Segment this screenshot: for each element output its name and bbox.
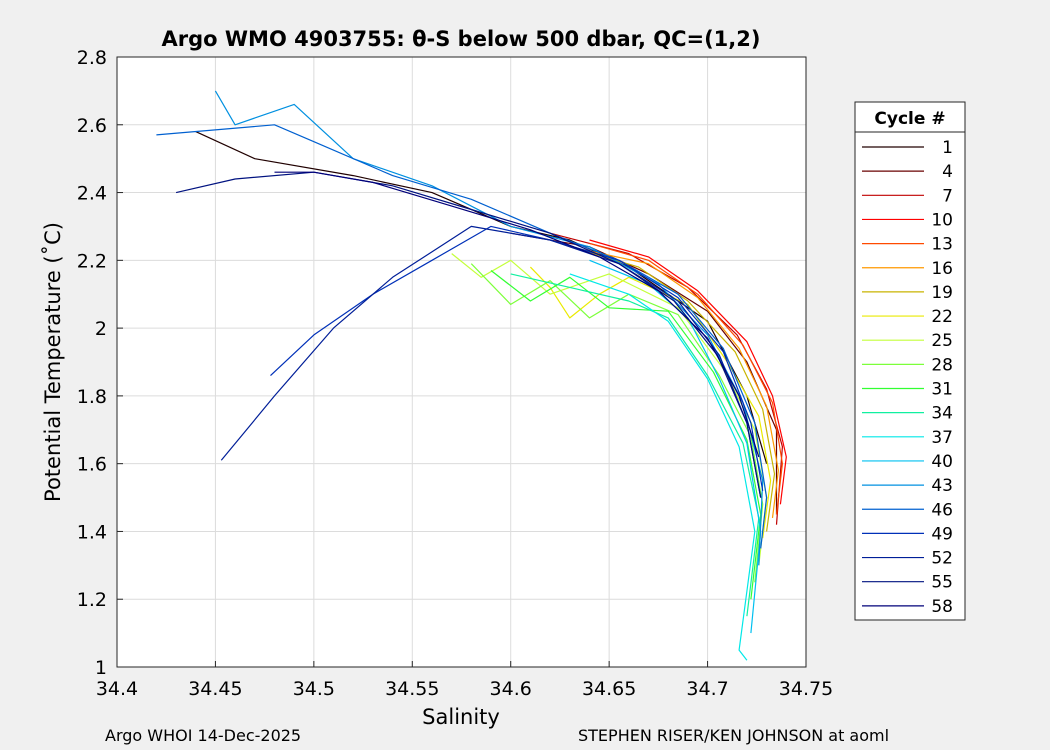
series-line-cycle-55 [175,171,762,498]
legend-label: 40 [931,452,953,472]
legend-label: 4 [942,162,953,182]
footer-right: STEPHEN RISER/KEN JOHNSON at aoml [578,726,890,745]
legend-label: 1 [942,138,953,158]
legend-label: 19 [931,283,953,303]
legend: Cycle # 1 4 7 10 13 16 19 22 25 28 31 34 37 40 43 46 49 5… [854,101,966,621]
y-tick-label: 1 [95,657,107,679]
legend-label: 49 [931,524,953,544]
series-line-cycle-7 [549,232,783,525]
series-line-cycle-31 [490,270,762,600]
y-tick-label: 2.6 [77,115,107,137]
series-line-cycle-16 [569,246,779,518]
plot-frame [116,56,807,668]
y-tick-label: 2.2 [77,250,107,272]
series-line-cycle-19 [569,246,776,532]
chart-title: Argo WMO 4903755: θ-S below 500 dbar, QC… [162,27,761,51]
y-tick-label: 2 [95,318,107,340]
legend-label: 10 [931,210,953,230]
x-tick-label: 34.75 [779,678,833,700]
series-line-cycle-46 [156,124,768,549]
legend-label: 16 [931,259,953,279]
x-axis-label: Salinity [422,705,500,729]
legend-label: 46 [931,500,953,520]
x-axis-ticks: 34.4 34.45 34.5 34.55 34.6 34.65 34.7 34.75 [96,661,833,700]
legend-label: 52 [931,549,953,569]
y-tick-label: 2.4 [77,183,107,205]
legend-label: 28 [931,355,953,375]
footer-left: Argo WHOI 14-Dec-2025 [105,726,302,745]
legend-label: 37 [931,428,953,448]
series-line-cycle-37 [569,273,756,661]
x-tick-label: 34.6 [490,678,532,700]
x-tick-label: 34.45 [188,678,242,700]
legend-label: 55 [931,573,953,593]
legend-label: 25 [931,331,953,351]
x-tick-label: 34.55 [385,678,439,700]
series-line-cycle-43 [214,90,764,566]
plot-area [117,57,806,667]
legend-label: 58 [931,597,953,617]
legend-entries: 1 4 7 10 13 16 19 22 25 28 31 34 37 40 43 46 49 52 55 58 [862,138,953,617]
y-tick-label: 2.8 [77,47,107,69]
legend-label: 22 [931,307,953,327]
y-axis-ticks: 1 1.2 1.4 1.6 1.8 2 2.2 2.4 2.6 2.8 [77,47,123,679]
x-tick-label: 34.5 [293,678,335,700]
series-line-cycle-10 [589,239,787,505]
legend-label: 43 [931,476,953,496]
x-tick-label: 34.65 [582,678,636,700]
x-tick-label: 34.4 [96,678,138,700]
series-line-cycle-13 [589,242,783,515]
legend-label: 13 [931,235,953,255]
series-line-cycle-58 [274,171,760,458]
series-line-cycle-28 [470,263,764,583]
y-tick-label: 1.8 [77,386,107,408]
y-tick-label: 1.2 [77,589,107,611]
y-axis-label: Potential Temperature (˚C) [41,222,65,502]
legend-label: 31 [931,380,953,400]
x-tick-label: 34.7 [686,678,728,700]
legend-label: 34 [931,404,953,424]
y-tick-label: 1.4 [77,521,107,543]
data-series [156,90,787,661]
legend-title: Cycle # [874,109,945,129]
y-tick-label: 1.6 [77,454,107,476]
legend-label: 7 [942,186,953,206]
